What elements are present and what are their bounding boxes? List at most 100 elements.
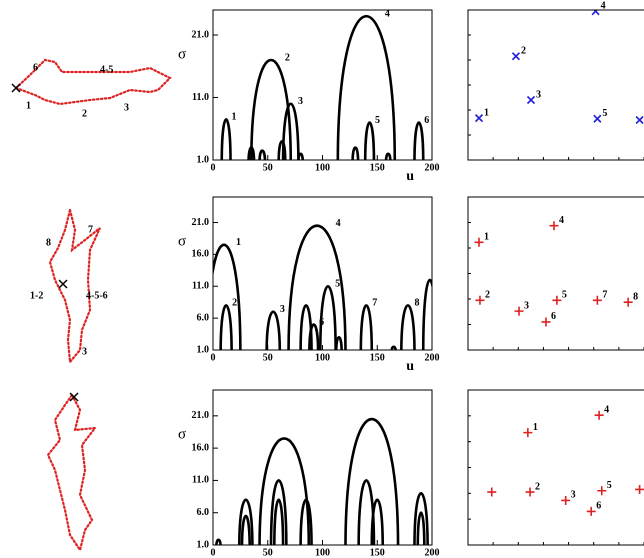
point <box>597 486 607 496</box>
contour-label: 3 <box>298 96 303 107</box>
contour-label: 6 <box>424 115 429 126</box>
contour-label: 1 <box>232 112 237 123</box>
plot-area <box>474 10 644 125</box>
scale-contour <box>413 121 425 160</box>
scale-contour <box>336 15 397 160</box>
point <box>474 114 484 123</box>
point-label: 3 <box>524 300 529 311</box>
plot-area <box>474 221 633 327</box>
x-tick-label: 50 <box>263 162 273 173</box>
point-label: 2 <box>521 46 526 57</box>
contour-panel: 1.0 11.0 21.0 0 50 100 150 200 σ u 1 2 3 4 5 6 <box>178 9 440 185</box>
y-tick-label: 1.0 <box>197 539 210 550</box>
x-tick-label: 150 <box>370 162 385 173</box>
shape-label: 4-5-6 <box>86 290 108 301</box>
scale-contour <box>299 498 313 545</box>
scale-contour <box>297 152 304 160</box>
scale-contour <box>359 304 374 350</box>
frame <box>467 9 644 161</box>
point-label: 1 <box>533 422 538 433</box>
point <box>475 295 485 305</box>
scale-contour <box>220 118 232 160</box>
point <box>586 506 596 516</box>
y-tick-label: 21.0 <box>192 29 210 40</box>
point-label: 4 <box>604 404 609 415</box>
y-axis-label: σ <box>178 426 186 442</box>
point-label: 6 <box>596 501 601 512</box>
scale-contour <box>334 335 343 350</box>
start-mark <box>58 279 68 289</box>
y-tick-label: 6.0 <box>197 312 210 323</box>
contour-label: 8 <box>415 298 420 309</box>
shape-label: 4-5 <box>100 64 113 75</box>
point-label: 7 <box>602 290 607 301</box>
x-tick-label: 200 <box>425 547 440 558</box>
shape-label: 1 <box>26 100 31 111</box>
shape-label: 8 <box>46 237 51 248</box>
shape-label: 7 <box>88 224 93 235</box>
point <box>474 237 484 247</box>
scale-contour <box>400 304 416 350</box>
contour-panel: 1.0 6.0 11.0 16.0 21.0 0 50 100 150 200 σ u 1 2 3 4 5 6 7 8 <box>178 196 440 374</box>
point-label: 6 <box>551 311 556 322</box>
scale-contour <box>269 479 288 545</box>
y-tick-label: 21.0 <box>192 410 210 421</box>
scale-contour <box>390 345 398 350</box>
point-label: 2 <box>485 290 490 301</box>
y-tick-label: 16.0 <box>192 249 210 260</box>
shape-label: 6 <box>33 62 38 73</box>
contour-label: 2 <box>285 52 290 63</box>
shape-label: 3 <box>82 346 87 357</box>
point <box>635 484 644 494</box>
scale-contour <box>213 243 242 350</box>
x-tick-label: 100 <box>315 162 330 173</box>
contour-label: 2 <box>232 298 237 309</box>
frame <box>212 9 433 161</box>
point <box>511 52 521 61</box>
frame <box>212 389 433 546</box>
point <box>592 295 602 305</box>
scale-contour <box>299 304 313 350</box>
x-tick-label: 0 <box>211 547 216 558</box>
point-label: 2 <box>535 481 540 492</box>
y-tick-label: 1.0 <box>197 344 210 355</box>
scale-contour <box>219 304 233 350</box>
scale-contour <box>308 323 320 350</box>
y-axis-label: σ <box>178 233 186 249</box>
x-tick-label: 100 <box>315 547 330 558</box>
point <box>623 297 633 307</box>
point-label: 5 <box>602 108 607 119</box>
contour-label: 7 <box>372 298 377 309</box>
x-tick-label: 50 <box>263 352 273 363</box>
plot-area <box>215 417 429 545</box>
scale-contour <box>250 58 293 160</box>
y-axis-label: σ <box>178 46 186 62</box>
scale-contour <box>351 146 360 160</box>
shape-label: 2 <box>82 108 87 119</box>
contour-outline <box>14 58 172 106</box>
scale-contour <box>421 278 432 350</box>
point <box>635 115 644 125</box>
y-tick-label: 16.0 <box>192 442 210 453</box>
scale-contour <box>370 498 384 545</box>
scale-contour <box>287 224 347 350</box>
shape-3 <box>46 392 98 553</box>
scale-contour <box>258 437 311 545</box>
scale-contour <box>258 149 267 160</box>
y-tick-label: 11.0 <box>192 475 209 486</box>
point <box>541 317 551 327</box>
y-tick-label: 11.0 <box>192 281 209 292</box>
plot-area <box>487 410 644 516</box>
scale-contour <box>277 139 287 160</box>
shape-2: 7 8 1-2 4-5-6 3 <box>30 208 108 365</box>
x-tick-label: 0 <box>211 352 216 363</box>
shape-1: 6 4-5 1 2 3 <box>11 58 172 119</box>
shape-label: 3 <box>124 102 129 113</box>
point-label: 4 <box>601 1 606 12</box>
point <box>525 487 535 497</box>
point-label: 5 <box>607 480 612 491</box>
start-mark <box>11 83 21 93</box>
